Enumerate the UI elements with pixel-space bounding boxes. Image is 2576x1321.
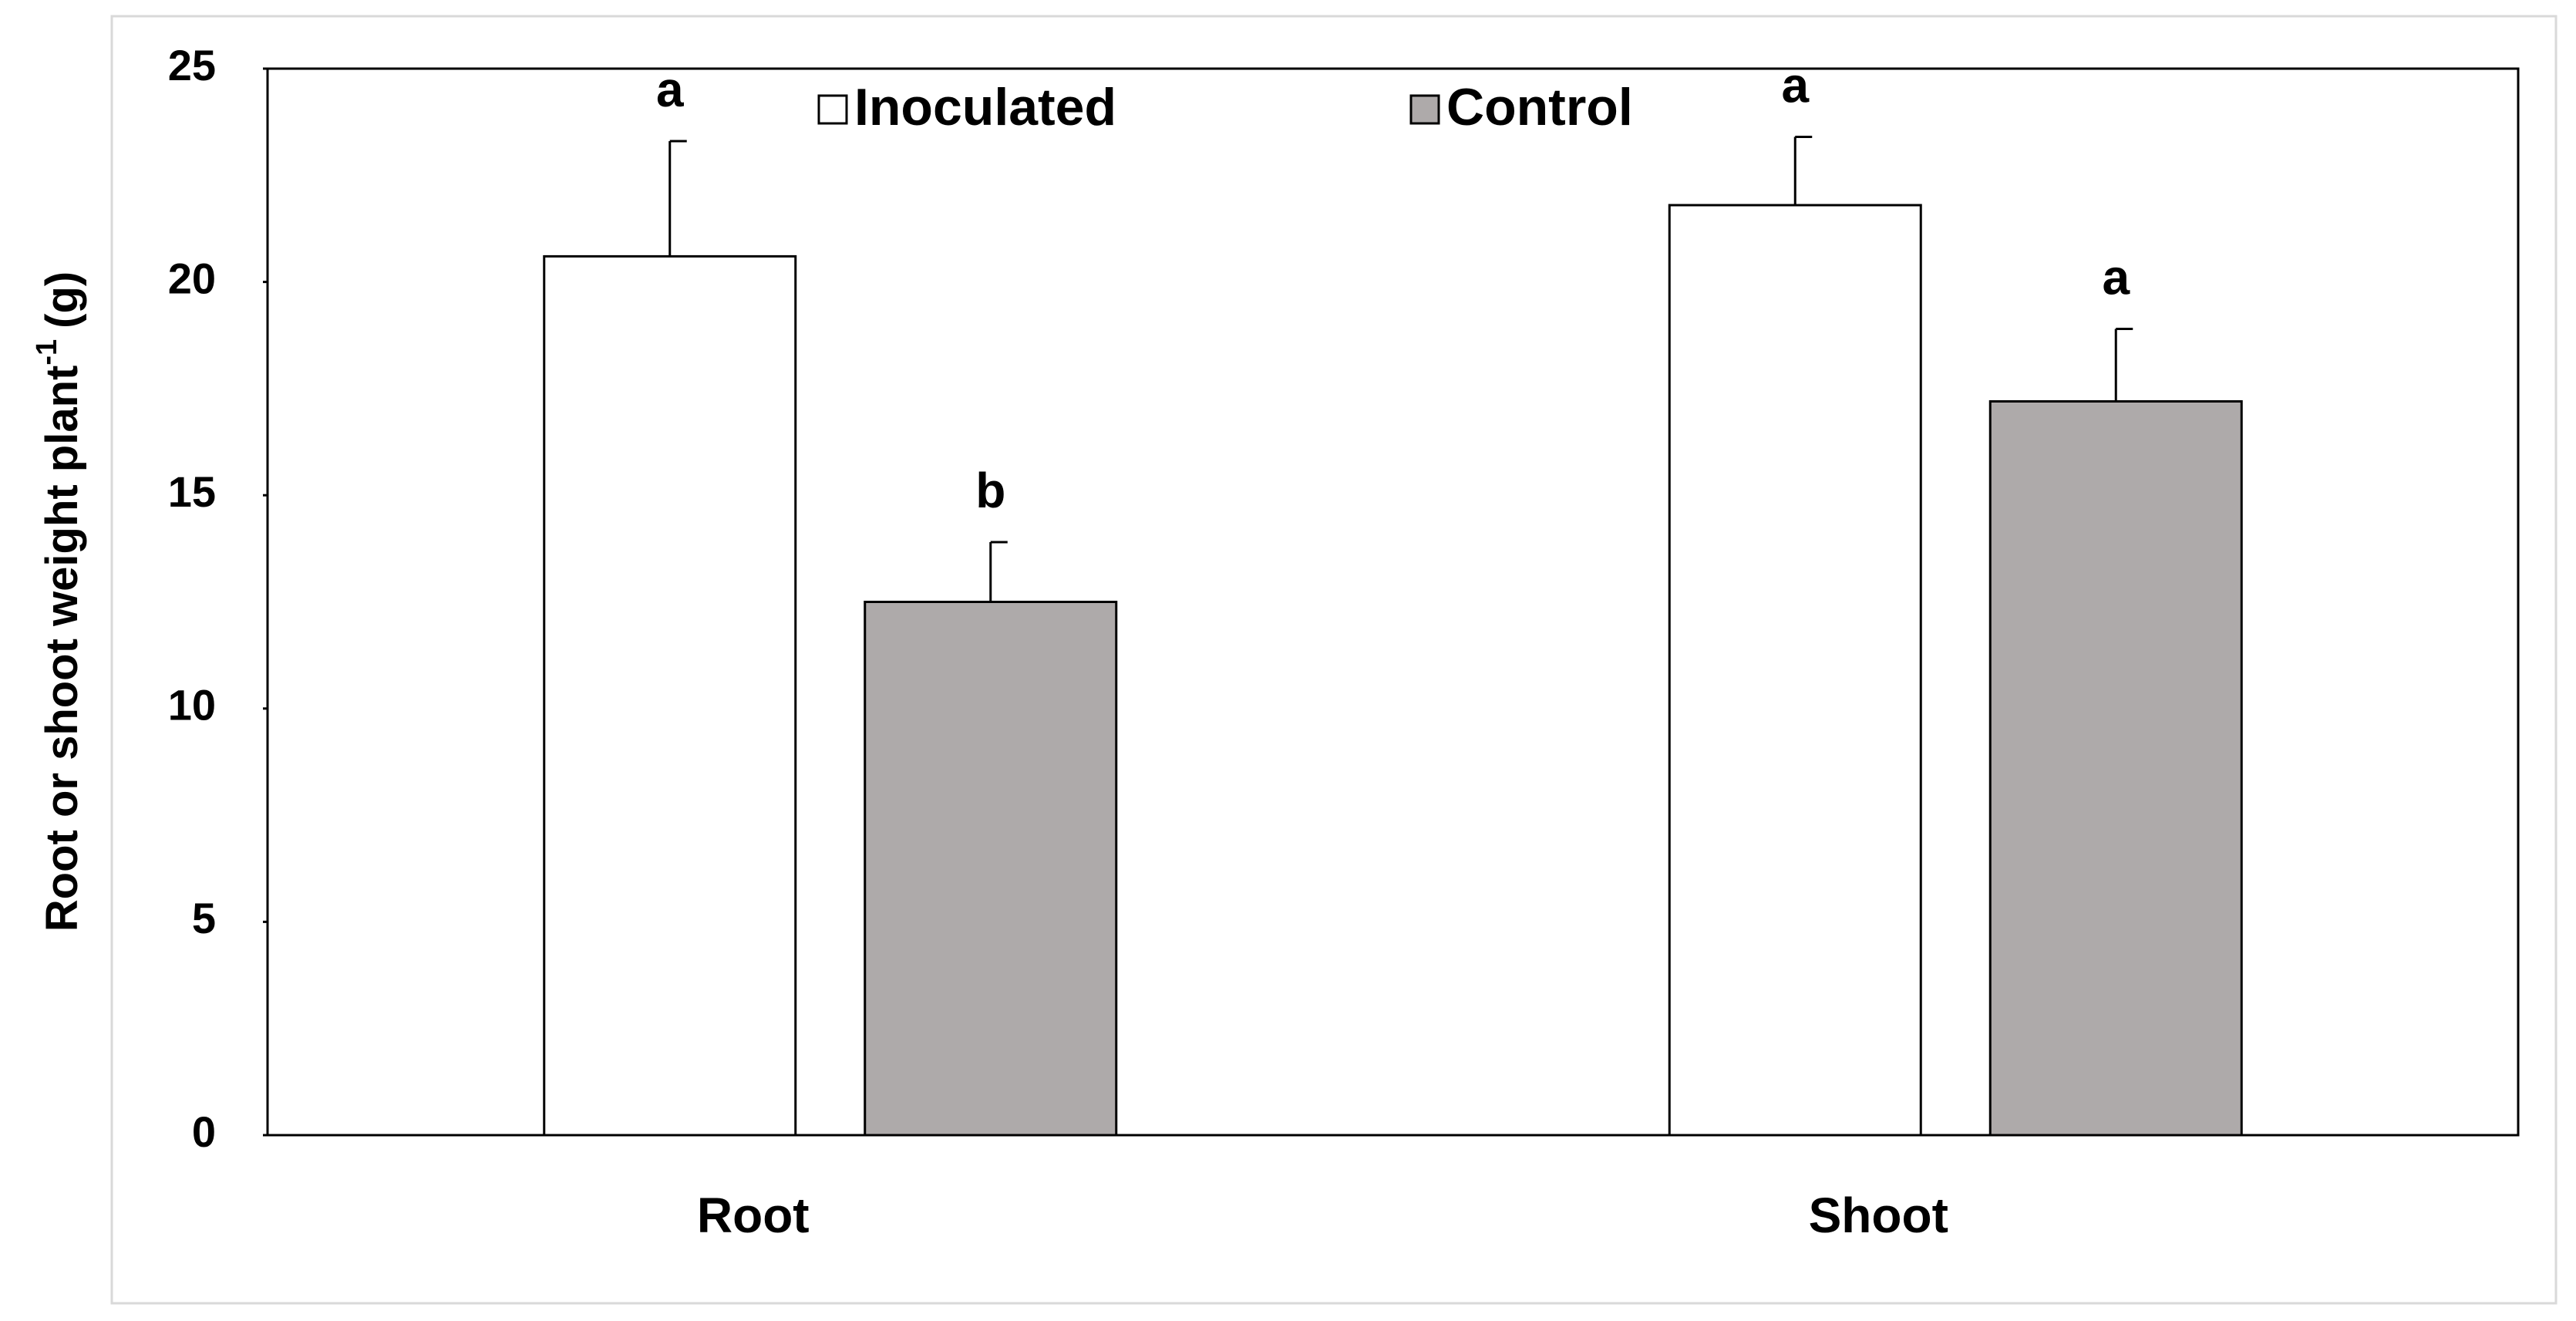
- error-bar: [2114, 327, 2133, 402]
- legend-label: Inoculated: [854, 78, 1116, 136]
- bar: [543, 254, 797, 1137]
- bar: [1668, 204, 1922, 1137]
- y-tick-label: 0: [192, 1107, 216, 1156]
- bar: [1988, 399, 2243, 1137]
- plot-area: [266, 67, 2520, 1137]
- x-tick-label: Shoot: [1809, 1188, 1948, 1243]
- y-label-text: Root or shoot weight plant: [37, 366, 87, 932]
- y-tick-label: 5: [192, 894, 216, 942]
- significance-letter: a: [656, 62, 684, 117]
- y-tick-label: 10: [168, 681, 216, 730]
- y-tick-label: 25: [168, 41, 216, 89]
- significance-letter: a: [2102, 249, 2130, 305]
- y-tick-label: 15: [168, 467, 216, 516]
- significance-letter: a: [1781, 57, 1809, 113]
- x-tick-label: Root: [697, 1188, 810, 1243]
- legend-label: Control: [1446, 78, 1633, 136]
- y-tick-label: 20: [168, 254, 216, 302]
- error-bar: [668, 140, 687, 257]
- legend-swatch: [817, 94, 848, 125]
- error-bar: [1793, 136, 1813, 206]
- bar: [864, 601, 1118, 1137]
- y-label-suffix: (g): [37, 271, 87, 329]
- y-axis-label: Root or shoot weight plant-1 (g): [31, 271, 87, 932]
- significance-letter: b: [975, 463, 1005, 518]
- error-bar: [989, 541, 1008, 602]
- y-label-sup: -1: [31, 339, 63, 366]
- legend-swatch: [1409, 94, 1440, 125]
